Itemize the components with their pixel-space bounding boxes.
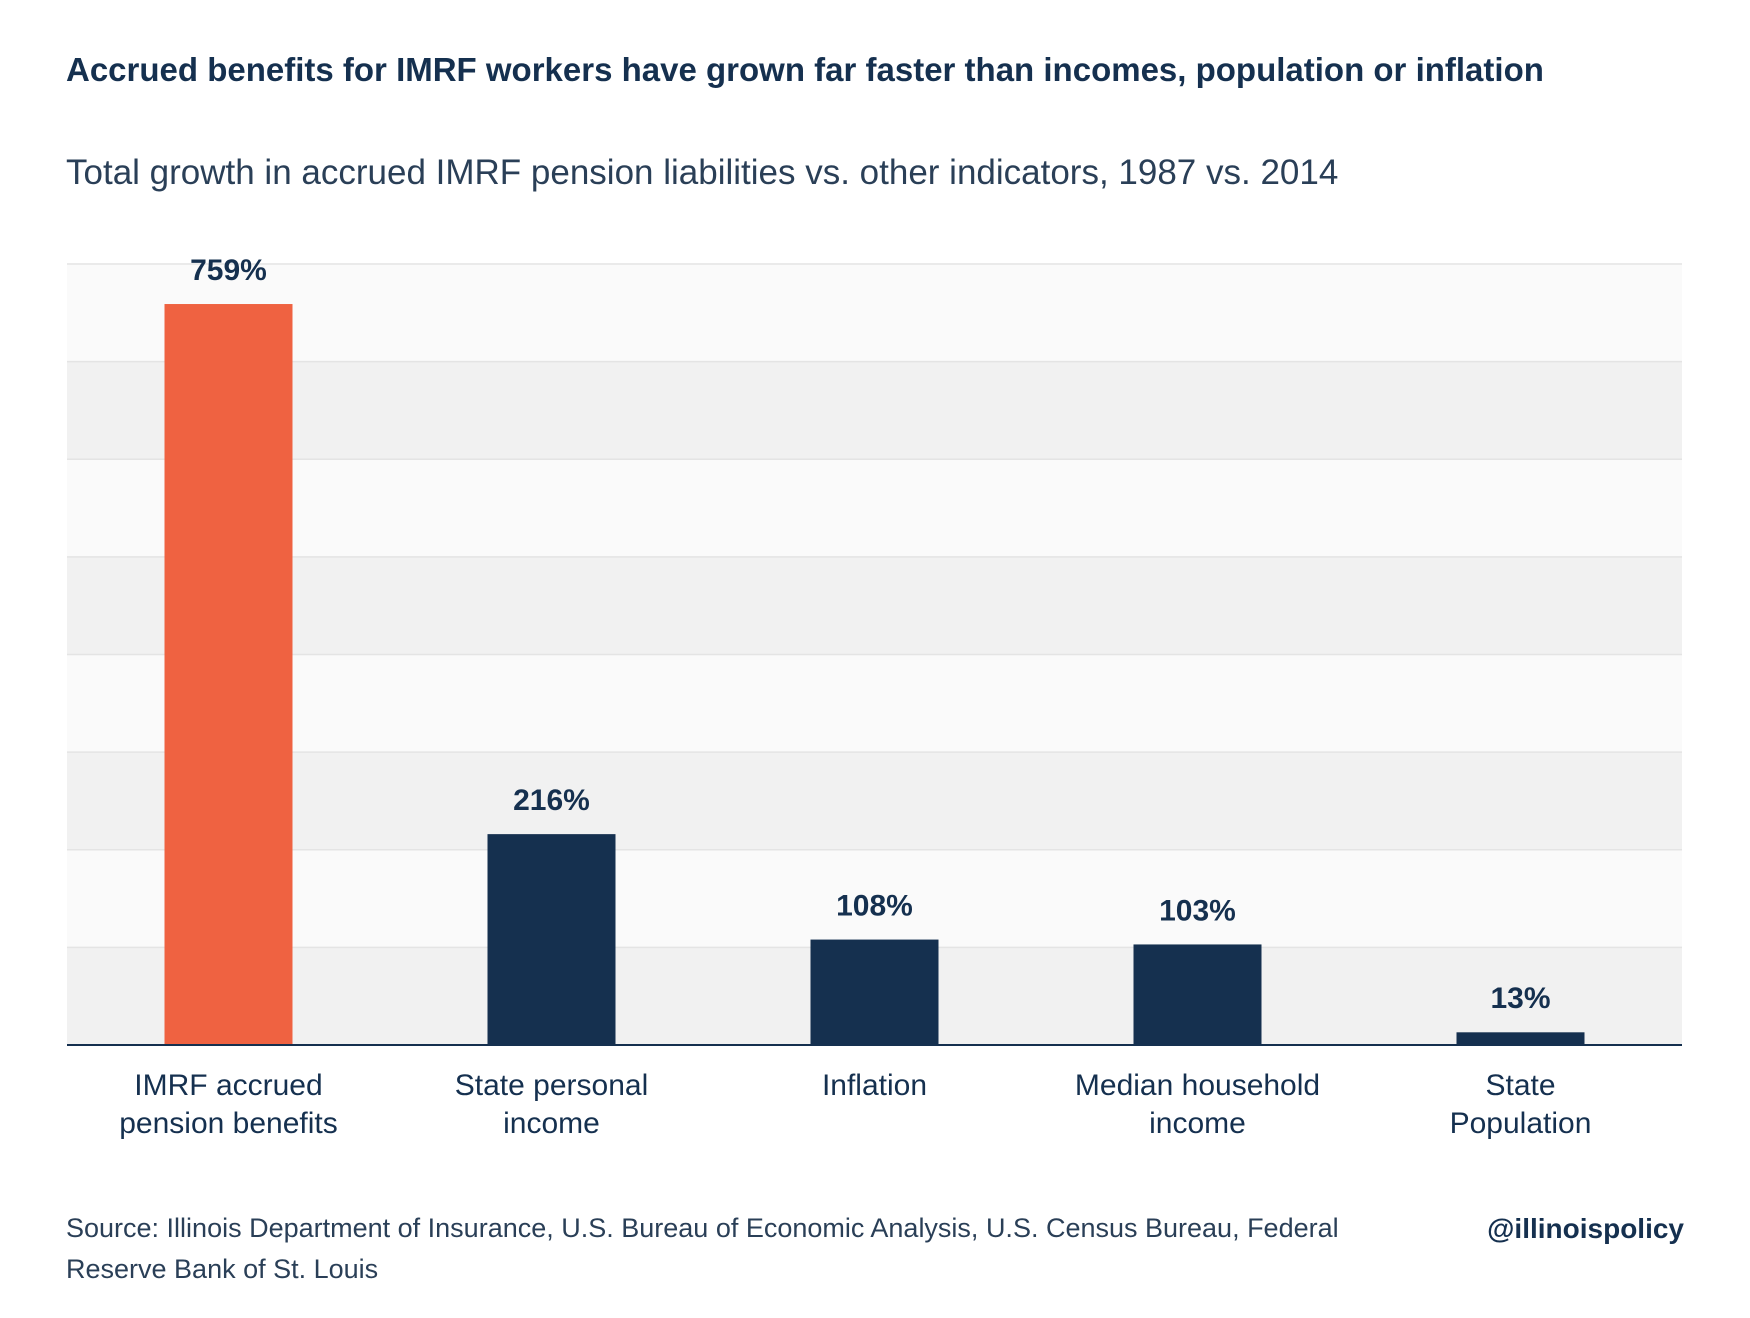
bar [487, 834, 616, 1045]
x-tick-label: IMRF accrued pension benefits [119, 1069, 338, 1140]
bar [164, 304, 293, 1045]
value-label: 216% [513, 784, 590, 817]
value-label: 103% [1159, 894, 1236, 927]
grid-band [67, 654, 1682, 753]
x-tick-label: State personal income [455, 1069, 648, 1140]
credit: @illinoispolicy [1487, 1213, 1684, 1244]
value-label: 13% [1490, 982, 1550, 1015]
bar [810, 939, 939, 1045]
grid-band [67, 361, 1682, 460]
source-note: Source: Illinois Department of Insurance… [66, 1213, 1339, 1284]
grid-band [67, 556, 1682, 655]
chart-subtitle: Total growth in accrued IMRF pension lia… [66, 153, 1339, 192]
chart: 759% IMRF accrued pension benefits 216% Stat… [67, 254, 1682, 1140]
grid-band [67, 264, 1682, 362]
x-tick-label: Inflation [822, 1069, 927, 1102]
bar [1133, 944, 1262, 1045]
grid-band [67, 849, 1682, 948]
grid-band [67, 752, 1682, 850]
grid-band [67, 459, 1682, 557]
x-tick-label: State Population [1450, 1069, 1592, 1140]
x-tick-label: Median household income [1075, 1069, 1320, 1140]
value-label: 108% [836, 889, 913, 922]
chart-title: Accrued benefits for IMRF workers have g… [66, 51, 1544, 88]
value-label: 759% [190, 254, 267, 287]
bar [1456, 1032, 1585, 1045]
